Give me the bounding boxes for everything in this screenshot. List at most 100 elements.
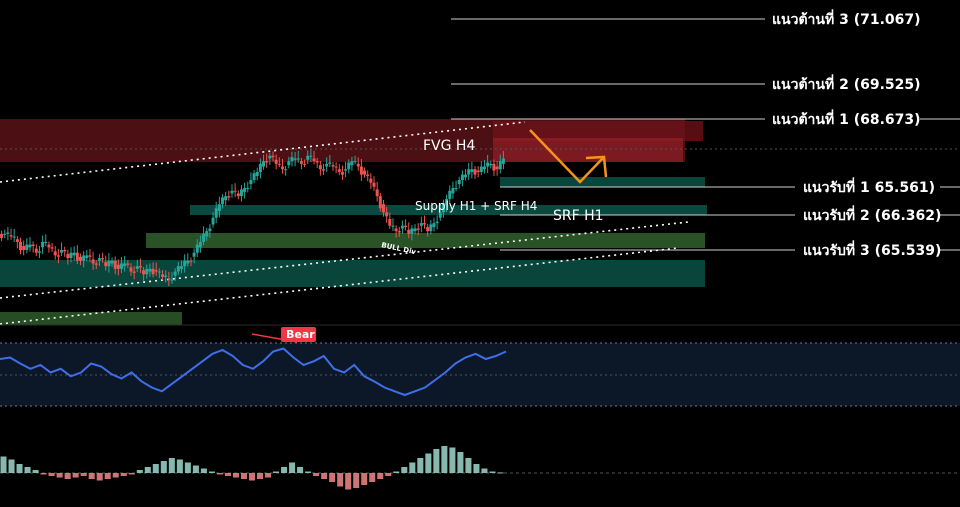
candle-body bbox=[224, 196, 228, 201]
candle-body bbox=[397, 231, 401, 233]
candle-body bbox=[0, 233, 4, 238]
histogram-bar bbox=[208, 471, 215, 473]
candle-body bbox=[63, 250, 67, 252]
candle-body bbox=[6, 232, 10, 234]
candle-body bbox=[334, 166, 338, 168]
candle-body bbox=[467, 169, 471, 175]
candle-body bbox=[252, 173, 256, 180]
histogram-bar bbox=[8, 459, 15, 473]
candle-body bbox=[31, 244, 35, 246]
candle-body bbox=[66, 254, 70, 259]
resistance-label-1: แนวต้านที่ 1 (68.673) bbox=[772, 109, 921, 128]
histogram-bar bbox=[329, 473, 336, 482]
candle-body bbox=[37, 251, 41, 253]
histogram-bar bbox=[120, 473, 127, 476]
candle-body bbox=[101, 258, 105, 260]
candle-body bbox=[498, 161, 502, 170]
candle-body bbox=[262, 161, 266, 167]
candle-body bbox=[19, 241, 23, 250]
candle-body bbox=[438, 212, 442, 218]
candle-body bbox=[50, 247, 54, 249]
candle-body bbox=[328, 162, 332, 164]
candle-body bbox=[170, 279, 174, 281]
histogram-bar bbox=[160, 461, 167, 473]
histogram-bar bbox=[449, 447, 456, 473]
candle-body bbox=[120, 263, 124, 269]
histogram-bar bbox=[401, 467, 408, 473]
candle-body bbox=[400, 225, 404, 229]
candle-body bbox=[233, 190, 237, 192]
histogram-bar bbox=[184, 462, 191, 473]
candle-body bbox=[337, 169, 341, 172]
candle-body bbox=[268, 155, 272, 159]
candle-body bbox=[167, 278, 171, 280]
histogram-bar bbox=[305, 471, 312, 473]
candle-body bbox=[495, 166, 499, 170]
channel-upper bbox=[0, 121, 526, 183]
histogram-bar bbox=[224, 473, 231, 476]
histogram-bar bbox=[465, 458, 472, 473]
candle-body bbox=[309, 155, 313, 157]
histogram-bar bbox=[337, 473, 344, 487]
candle-body bbox=[123, 263, 127, 267]
candle-body bbox=[271, 155, 275, 158]
candle-body bbox=[473, 169, 477, 175]
histogram-bar bbox=[441, 446, 448, 473]
candle-body bbox=[423, 223, 427, 225]
candle-body bbox=[303, 163, 307, 165]
candle-body bbox=[489, 163, 493, 166]
histogram-bar bbox=[409, 462, 416, 473]
channel-middle bbox=[0, 221, 689, 299]
candle-body bbox=[265, 161, 269, 163]
candle-body bbox=[432, 223, 436, 228]
candle-body bbox=[60, 250, 64, 253]
candle-body bbox=[290, 157, 294, 162]
histogram-bar bbox=[473, 464, 480, 473]
candlestick-series bbox=[0, 149, 505, 287]
candle-body bbox=[239, 189, 243, 197]
candle-body bbox=[132, 271, 136, 273]
candle-body bbox=[287, 161, 291, 166]
candle-body bbox=[186, 260, 190, 264]
candle-body bbox=[258, 163, 262, 172]
candle-body bbox=[113, 260, 117, 269]
candle-body bbox=[445, 198, 449, 206]
candle-body bbox=[325, 163, 329, 167]
support-zone-srf-h1 bbox=[500, 177, 705, 187]
histogram-bar bbox=[321, 473, 328, 479]
candle-body bbox=[331, 165, 335, 167]
candle-body bbox=[243, 188, 247, 193]
candle-body bbox=[12, 236, 16, 238]
histogram-bar bbox=[489, 471, 496, 473]
candle-body bbox=[318, 165, 322, 170]
candle-body bbox=[217, 204, 221, 211]
histogram-bar bbox=[345, 473, 352, 490]
candle-body bbox=[451, 188, 455, 194]
histogram-bar bbox=[56, 473, 63, 478]
candle-body bbox=[3, 233, 7, 235]
candle-body bbox=[482, 166, 486, 170]
histogram-bar bbox=[289, 462, 296, 473]
candle-body bbox=[142, 270, 146, 275]
candle-body bbox=[145, 268, 149, 275]
candle-body bbox=[366, 174, 370, 176]
candle-body bbox=[44, 241, 48, 243]
supply-zone bbox=[190, 205, 707, 215]
histogram-bar bbox=[232, 473, 239, 478]
candle-body bbox=[394, 228, 398, 232]
candle-body bbox=[299, 161, 303, 164]
candle-body bbox=[470, 169, 474, 172]
candle-body bbox=[426, 227, 430, 232]
candle-body bbox=[41, 241, 45, 248]
candle-body bbox=[154, 270, 158, 272]
candle-body bbox=[441, 202, 445, 213]
candle-body bbox=[198, 241, 202, 248]
candle-body bbox=[173, 271, 177, 276]
candle-body bbox=[476, 170, 480, 172]
histogram-bar bbox=[192, 465, 199, 473]
support-zone-lower bbox=[0, 260, 705, 287]
histogram-bar bbox=[393, 471, 400, 473]
projection-arrow bbox=[529, 129, 604, 184]
candle-body bbox=[284, 169, 288, 171]
